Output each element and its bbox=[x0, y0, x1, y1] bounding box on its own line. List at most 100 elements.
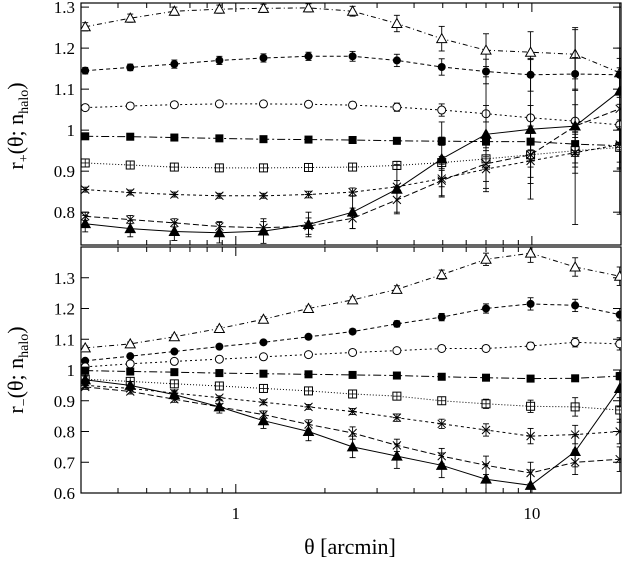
top-series-3-point bbox=[348, 100, 358, 110]
bottom-series-5-point bbox=[392, 391, 402, 401]
bottom-series-6-point bbox=[481, 425, 491, 435]
bottom-y-tick-label: 1.3 bbox=[54, 269, 75, 288]
bottom-series-3-point bbox=[214, 354, 224, 364]
bottom-series-2-point bbox=[304, 332, 313, 341]
bottom-series-group bbox=[81, 247, 621, 493]
top-series-4-point bbox=[392, 136, 401, 145]
bottom-series-4-point bbox=[571, 374, 580, 383]
top-series-1-point bbox=[213, 3, 226, 14]
bottom-series-8-point bbox=[480, 473, 492, 484]
bottom-series-8-point bbox=[257, 414, 270, 426]
top-series-8 bbox=[81, 3, 621, 244]
top-panel: 0.8 0.9 1 1.1 1.2 1.3 bbox=[54, 0, 622, 246]
top-series-8-point bbox=[346, 206, 359, 217]
bottom-series-4-point bbox=[526, 374, 535, 383]
top-series-6-point bbox=[348, 187, 357, 197]
top-series-1-point bbox=[391, 17, 403, 29]
bottom-series-3-point bbox=[125, 359, 135, 369]
bottom-series-1-point bbox=[257, 313, 270, 324]
top-series-4-point bbox=[348, 135, 357, 144]
top-series-8-point bbox=[124, 222, 137, 234]
bottom-y-tick-label: 0.7 bbox=[54, 453, 76, 472]
top-series-1-point bbox=[346, 5, 359, 16]
top-series-1-point bbox=[168, 5, 181, 16]
bottom-series-6-point bbox=[392, 413, 402, 423]
top-series-8-point bbox=[524, 123, 537, 134]
top-series-1-point bbox=[302, 3, 315, 13]
bottom-series-8-point bbox=[524, 479, 537, 490]
bottom-series-3-point bbox=[615, 339, 621, 349]
bottom-series-8-point bbox=[124, 379, 137, 390]
top-series-6-point bbox=[81, 185, 90, 194]
bottom-series-8-point bbox=[168, 388, 181, 400]
bottom-series-1-point bbox=[435, 268, 448, 280]
top-series-4-point bbox=[126, 132, 135, 141]
top-series-3-point bbox=[258, 99, 268, 109]
top-series-8-point bbox=[435, 152, 448, 164]
bottom-series-4-point bbox=[437, 372, 446, 381]
top-series-2-point bbox=[482, 67, 491, 76]
bottom-series-3-point bbox=[303, 350, 313, 360]
bottom-series-3-point bbox=[526, 341, 536, 351]
bottom-series-6-point bbox=[348, 407, 357, 416]
bottom-series-1-point bbox=[124, 337, 137, 349]
bottom-series-3-point bbox=[481, 343, 491, 353]
bottom-x-tick-label: 1 bbox=[232, 504, 241, 523]
top-series-4-point bbox=[81, 132, 90, 141]
bottom-series-4-point bbox=[259, 369, 268, 378]
bottom-series-6-point bbox=[615, 427, 621, 436]
top-y-tick-label: 0.8 bbox=[54, 203, 75, 222]
top-series-6-point bbox=[215, 191, 224, 201]
top-series-3-point bbox=[125, 101, 135, 111]
top-series-4-point bbox=[215, 134, 224, 143]
top-y-tick-label: 1.1 bbox=[54, 80, 75, 99]
top-series-5-point bbox=[214, 163, 224, 173]
bottom-series-4-point bbox=[304, 370, 313, 379]
bottom-series-2-point bbox=[526, 299, 535, 308]
top-series-8-point bbox=[613, 85, 621, 96]
bottom-series-2-point bbox=[571, 301, 580, 310]
top-series-1-point bbox=[124, 12, 137, 23]
bottom-series-5-point bbox=[570, 402, 580, 412]
top-series-2-point bbox=[170, 60, 179, 69]
x-axis-label: θ [arcmin] bbox=[304, 534, 396, 559]
top-series-5-point bbox=[81, 158, 90, 168]
top-series-5-point bbox=[348, 162, 358, 172]
bottom-series-5-point bbox=[437, 396, 447, 406]
bottom-series-7-point bbox=[615, 454, 621, 464]
bottom-y-tick-label: 1 bbox=[67, 361, 76, 380]
bottom-series-1-point bbox=[213, 322, 226, 333]
bottom-series-5 bbox=[81, 374, 621, 423]
bottom-series-8-point bbox=[302, 425, 315, 436]
bottom-series-3-point bbox=[570, 337, 580, 347]
bottom-series-2-point bbox=[437, 313, 446, 322]
bottom-series-5-point bbox=[214, 381, 224, 391]
bottom-series-5-point bbox=[348, 389, 358, 399]
top-series-3-point bbox=[214, 99, 224, 109]
top-y-tick-label: 0.9 bbox=[54, 162, 75, 181]
top-series-2-point bbox=[126, 63, 135, 72]
bottom-series-2-point bbox=[482, 304, 491, 313]
top-series-4-point bbox=[170, 133, 179, 142]
bottom-series-1-point bbox=[346, 293, 359, 305]
bottom-series-2-point bbox=[126, 352, 135, 361]
bottom-series-4 bbox=[81, 366, 621, 383]
bottom-series-5-point bbox=[303, 386, 313, 396]
top-series-1-point bbox=[435, 32, 448, 44]
bottom-series-5-point bbox=[258, 383, 268, 393]
bottom-series-3-point bbox=[437, 343, 447, 353]
top-series-1-point bbox=[480, 44, 492, 55]
top-series-3-point bbox=[392, 102, 402, 112]
bottom-series-4-point bbox=[348, 370, 357, 379]
bottom-series-6-point bbox=[304, 402, 313, 412]
bottom-series-6-point bbox=[259, 397, 268, 407]
top-y-tick-label: 1.2 bbox=[54, 39, 75, 58]
bottom-series-4-point bbox=[81, 366, 90, 375]
top-series-2-point bbox=[259, 53, 268, 62]
bottom-series-4-point bbox=[392, 371, 401, 380]
bottom-series-4-point bbox=[126, 367, 135, 376]
bottom-series-1-point bbox=[613, 270, 621, 281]
top-series-6-point bbox=[304, 190, 313, 199]
